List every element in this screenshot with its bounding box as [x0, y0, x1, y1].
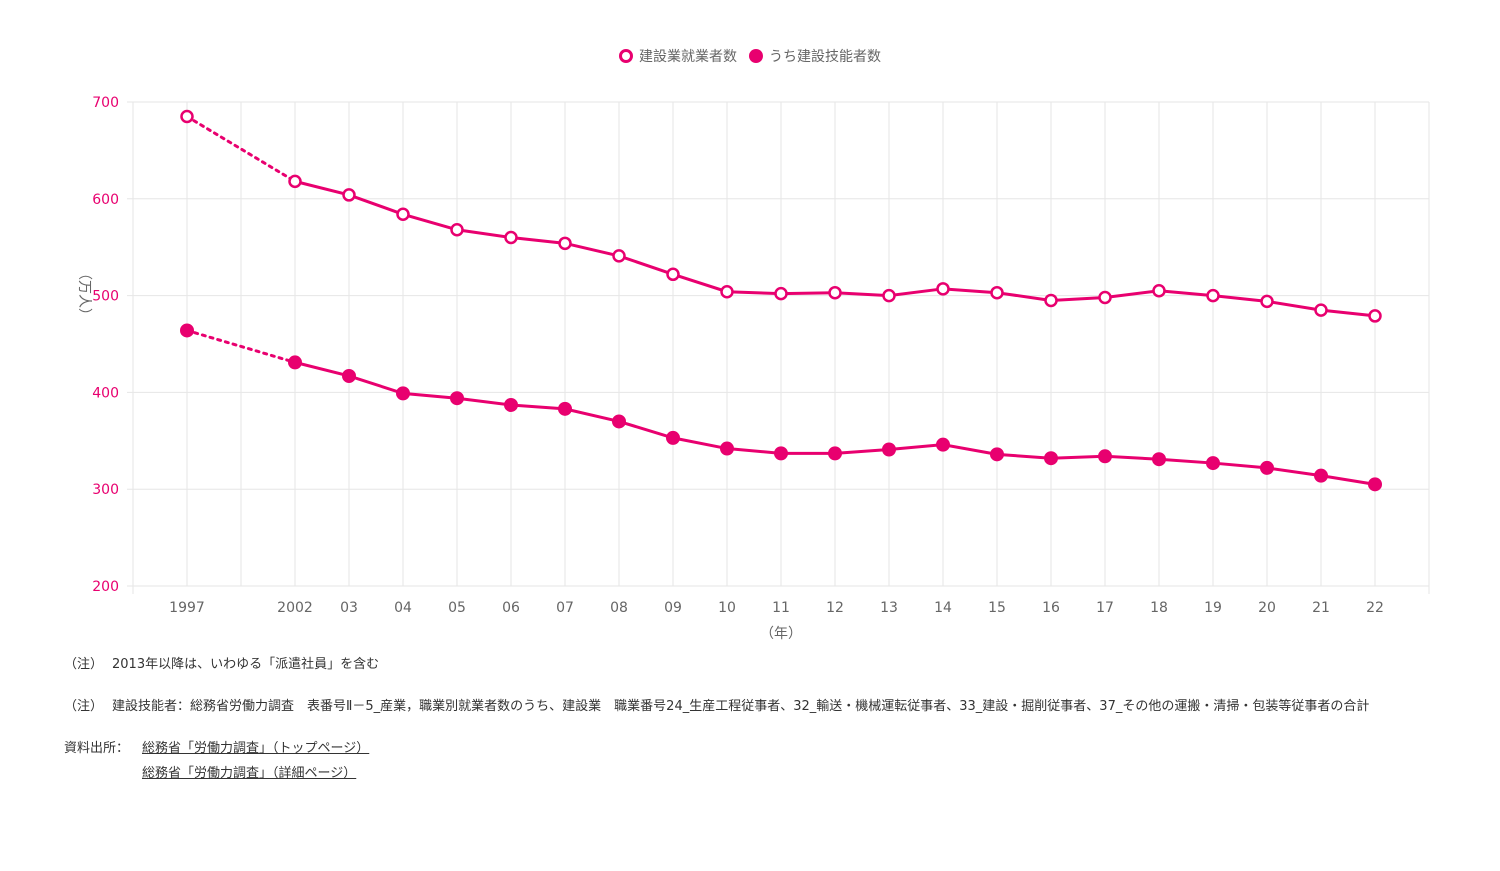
y-tick-label: 200 [92, 579, 119, 595]
source-link-detail[interactable]: 総務省「労働力調査」（詳細ページ） [142, 766, 357, 781]
data-point [828, 285, 842, 300]
data-point [396, 207, 410, 222]
x-tick-label: 14 [934, 600, 952, 616]
x-tick-label: 21 [1312, 600, 1330, 616]
data-point [990, 447, 1004, 462]
data-point [288, 174, 302, 189]
x-tick-label: 17 [1096, 600, 1114, 616]
notes: （注） 2013年以降は、いわゆる「派遣社員」を含む （注） 建設技能者：総務省… [64, 654, 1434, 784]
y-tick-label: 500 [92, 289, 119, 305]
legend: 建設業就業者数 うち建設技能者数 [0, 46, 1500, 66]
source: 資料出所： 総務省「労働力調査」（トップページ） 総務省「労働力調査」（詳細ペー… [64, 738, 1434, 784]
y-tick-label: 700 [92, 95, 119, 111]
x-tick-label: 08 [610, 600, 628, 616]
x-tick-label: 07 [556, 600, 574, 616]
data-point [1044, 451, 1058, 466]
data-point [774, 446, 788, 461]
x-axis-label: （年） [760, 626, 802, 642]
note-2: （注） 建設技能者：総務省労働力調査 表番号Ⅱ－5_産業，職業別就業者数のうち、… [64, 699, 1370, 714]
y-axis-label: （万人） [76, 266, 92, 322]
series-gap-line [185, 328, 297, 364]
data-point [1098, 449, 1112, 464]
line-chart: 200 300 400 500 600 700 1997 2002 03 04 05 06 07 08 09… [76, 95, 1430, 642]
data-point [990, 285, 1004, 300]
data-point [720, 284, 734, 299]
x-tick-label: 20 [1258, 600, 1276, 616]
data-point [1314, 303, 1328, 317]
data-point [612, 414, 626, 429]
data-point [882, 288, 896, 303]
x-tick-label: 15 [988, 600, 1006, 616]
legend-label: 建設業就業者数 [639, 49, 737, 65]
data-point [450, 223, 464, 237]
x-tick-label: 13 [880, 600, 898, 616]
x-tick-label: 12 [826, 600, 844, 616]
x-tick-label: 04 [394, 600, 412, 616]
y-tick-label: 400 [92, 385, 119, 401]
data-point [1206, 288, 1220, 303]
filled-circle-icon [749, 49, 763, 63]
data-point [450, 391, 464, 406]
data-point [1314, 468, 1328, 483]
x-tick-label: 06 [502, 600, 520, 616]
data-point [1044, 293, 1058, 308]
data-point [180, 323, 194, 338]
data-point [774, 286, 788, 301]
data-point [1260, 460, 1274, 475]
series-gap-line [185, 115, 297, 183]
data-point [882, 442, 896, 457]
x-tick-label: 09 [664, 600, 682, 616]
data-point [666, 430, 680, 445]
x-tick-label: 03 [340, 600, 358, 616]
x-tick-label: 19 [1204, 600, 1222, 616]
data-point [504, 397, 518, 412]
source-link-top[interactable]: 総務省「労働力調査」（トップページ） [142, 741, 370, 756]
y-tick-label: 300 [92, 482, 119, 498]
data-point [1152, 284, 1166, 298]
x-tick-label: 11 [772, 600, 790, 616]
data-point [828, 446, 842, 461]
data-point [342, 368, 356, 383]
x-tick-label: 18 [1150, 600, 1168, 616]
data-point [936, 437, 950, 452]
y-tick-label: 600 [92, 192, 119, 208]
x-tick-label: 1997 [169, 600, 205, 616]
data-point [1098, 290, 1112, 305]
x-tick-label: 2002 [277, 600, 313, 616]
x-tick-label: 10 [718, 600, 736, 616]
data-point [180, 109, 194, 124]
data-point [1260, 294, 1274, 309]
x-tick-label: 22 [1366, 600, 1384, 616]
data-point [396, 386, 410, 401]
data-point [1206, 456, 1220, 471]
data-point [504, 230, 518, 245]
legend-label: うち建設技能者数 [769, 49, 881, 65]
data-point [666, 267, 680, 282]
data-point [1368, 477, 1382, 492]
x-tick-label: 05 [448, 600, 466, 616]
open-circle-icon [619, 49, 633, 63]
x-tick-label: 16 [1042, 600, 1060, 616]
data-point [612, 249, 626, 263]
data-point [1152, 452, 1166, 467]
data-point [342, 188, 356, 202]
data-point [936, 282, 950, 296]
data-point [558, 236, 572, 251]
data-point [558, 401, 572, 416]
legend-item-total[interactable]: 建設業就業者数 [619, 46, 737, 66]
legend-item-skilled[interactable]: うち建設技能者数 [749, 46, 881, 66]
data-point [720, 441, 734, 456]
note-1: （注） 2013年以降は、いわゆる「派遣社員」を含む [64, 657, 380, 672]
data-point [1368, 309, 1382, 323]
data-point [288, 355, 302, 370]
